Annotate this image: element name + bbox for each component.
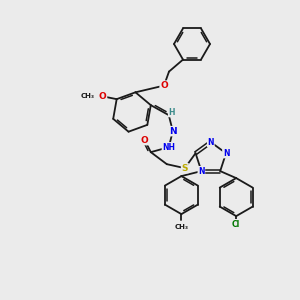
- Text: CH₃: CH₃: [81, 93, 95, 99]
- Text: Cl: Cl: [232, 220, 240, 229]
- Text: H: H: [169, 108, 175, 117]
- Text: O: O: [99, 92, 106, 100]
- Text: O: O: [160, 81, 168, 90]
- Text: O: O: [141, 136, 149, 145]
- Text: S: S: [182, 164, 188, 173]
- Text: CH₃: CH₃: [174, 224, 188, 230]
- Text: NH: NH: [162, 143, 175, 152]
- Text: N: N: [208, 138, 214, 147]
- Text: N: N: [223, 149, 229, 158]
- Text: N: N: [198, 167, 205, 176]
- Text: N: N: [169, 127, 177, 136]
